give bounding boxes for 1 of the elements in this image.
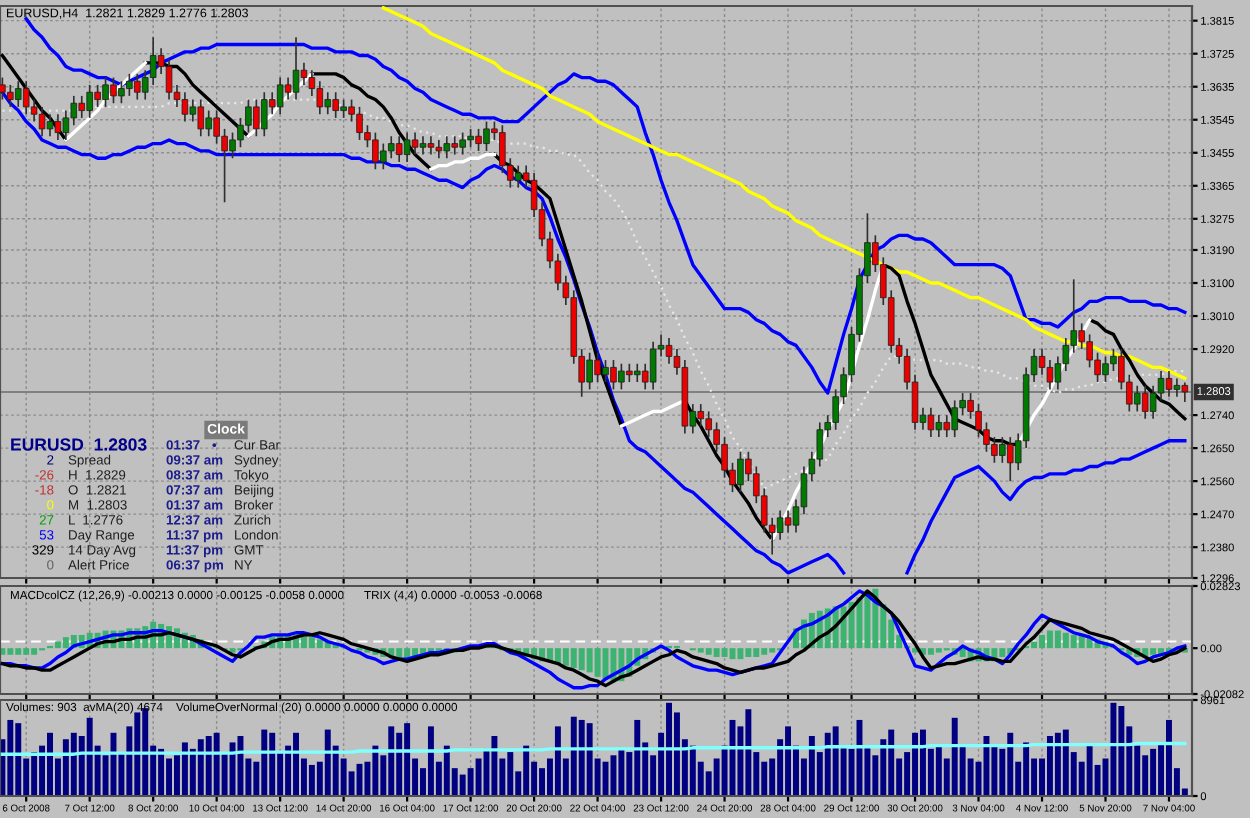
annotation: EURUSD 1.2803: [11, 438, 147, 451]
